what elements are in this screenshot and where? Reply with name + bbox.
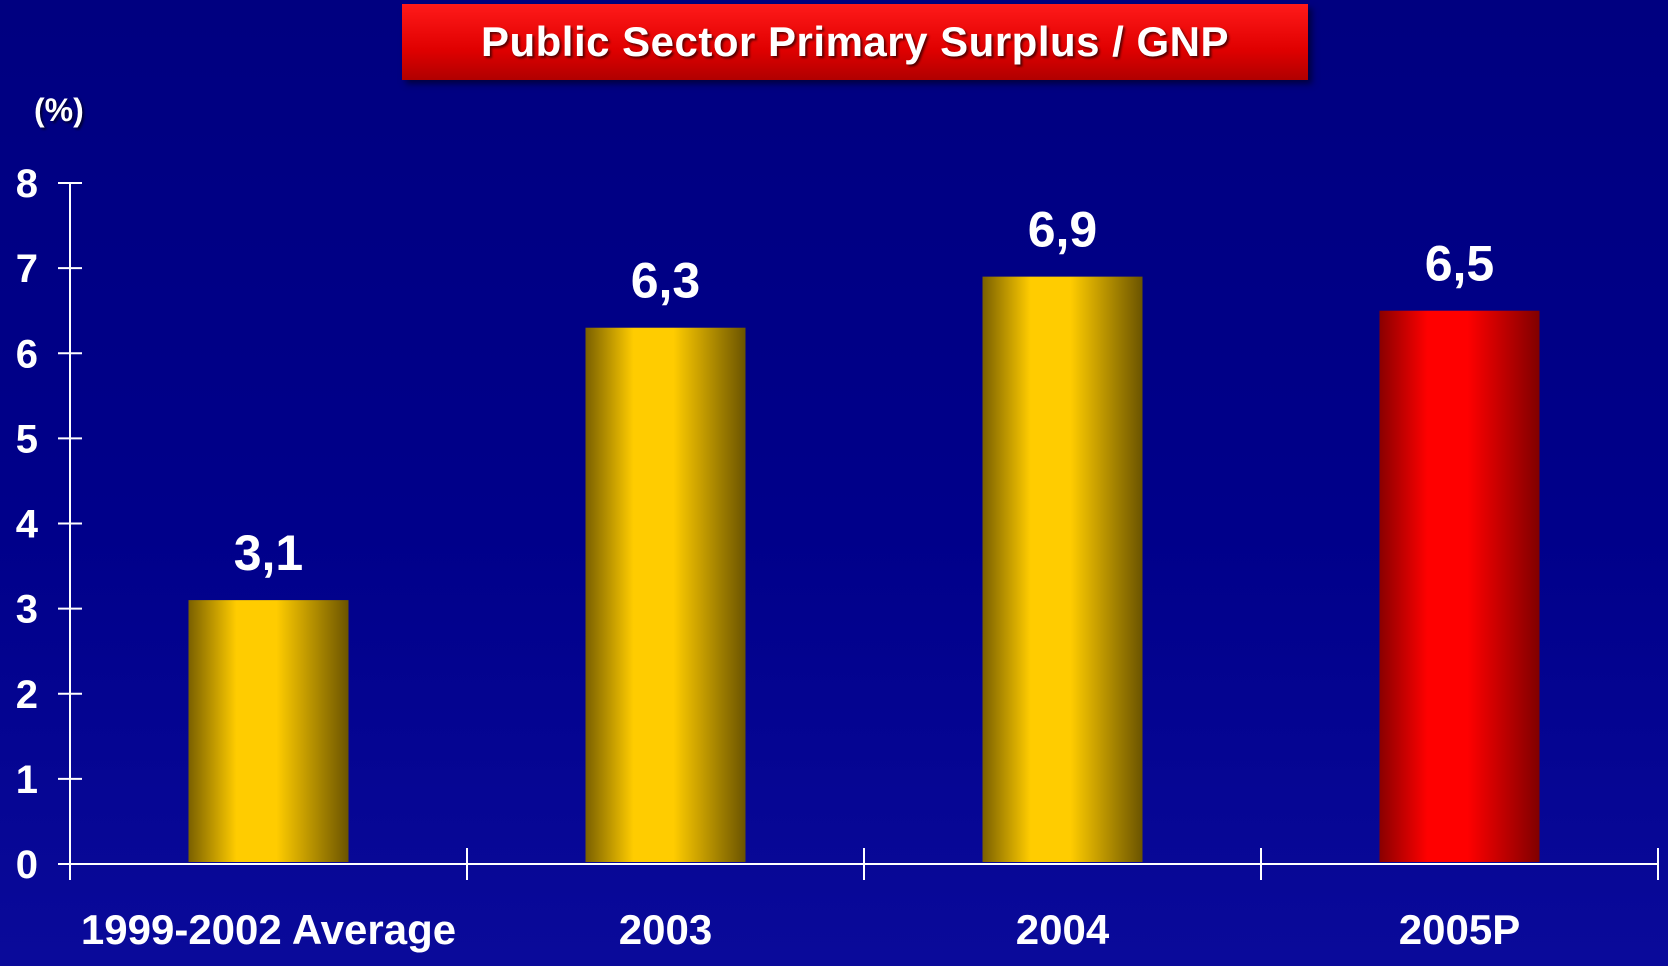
- y-tick-label: 7: [16, 247, 38, 291]
- bar-value-label: 6,5: [1425, 236, 1495, 292]
- x-category-label: 2004: [1016, 906, 1110, 953]
- y-tick-label: 8: [16, 162, 38, 206]
- y-tick-label: 4: [16, 503, 39, 547]
- bar-4: [1380, 311, 1540, 862]
- y-tick-label: 1: [16, 758, 38, 802]
- y-tick-label: 2: [16, 673, 38, 717]
- y-tick-label: 3: [16, 588, 38, 632]
- y-tick-label: 0: [16, 843, 38, 887]
- bar-2: [586, 328, 746, 862]
- bars-group: [189, 277, 1540, 862]
- x-category-label: 1999-2002 Average: [81, 906, 456, 953]
- y-tick-label: 5: [16, 417, 38, 461]
- bar-1: [189, 600, 349, 862]
- bar-value-label: 3,1: [234, 525, 304, 581]
- y-tick-label: 6: [16, 332, 38, 376]
- x-category-label: 2005P: [1399, 906, 1520, 953]
- bar-3: [983, 277, 1143, 862]
- bar-value-label: 6,9: [1028, 202, 1098, 258]
- x-category-label: 2003: [619, 906, 712, 953]
- bar-value-label: 6,3: [631, 253, 701, 309]
